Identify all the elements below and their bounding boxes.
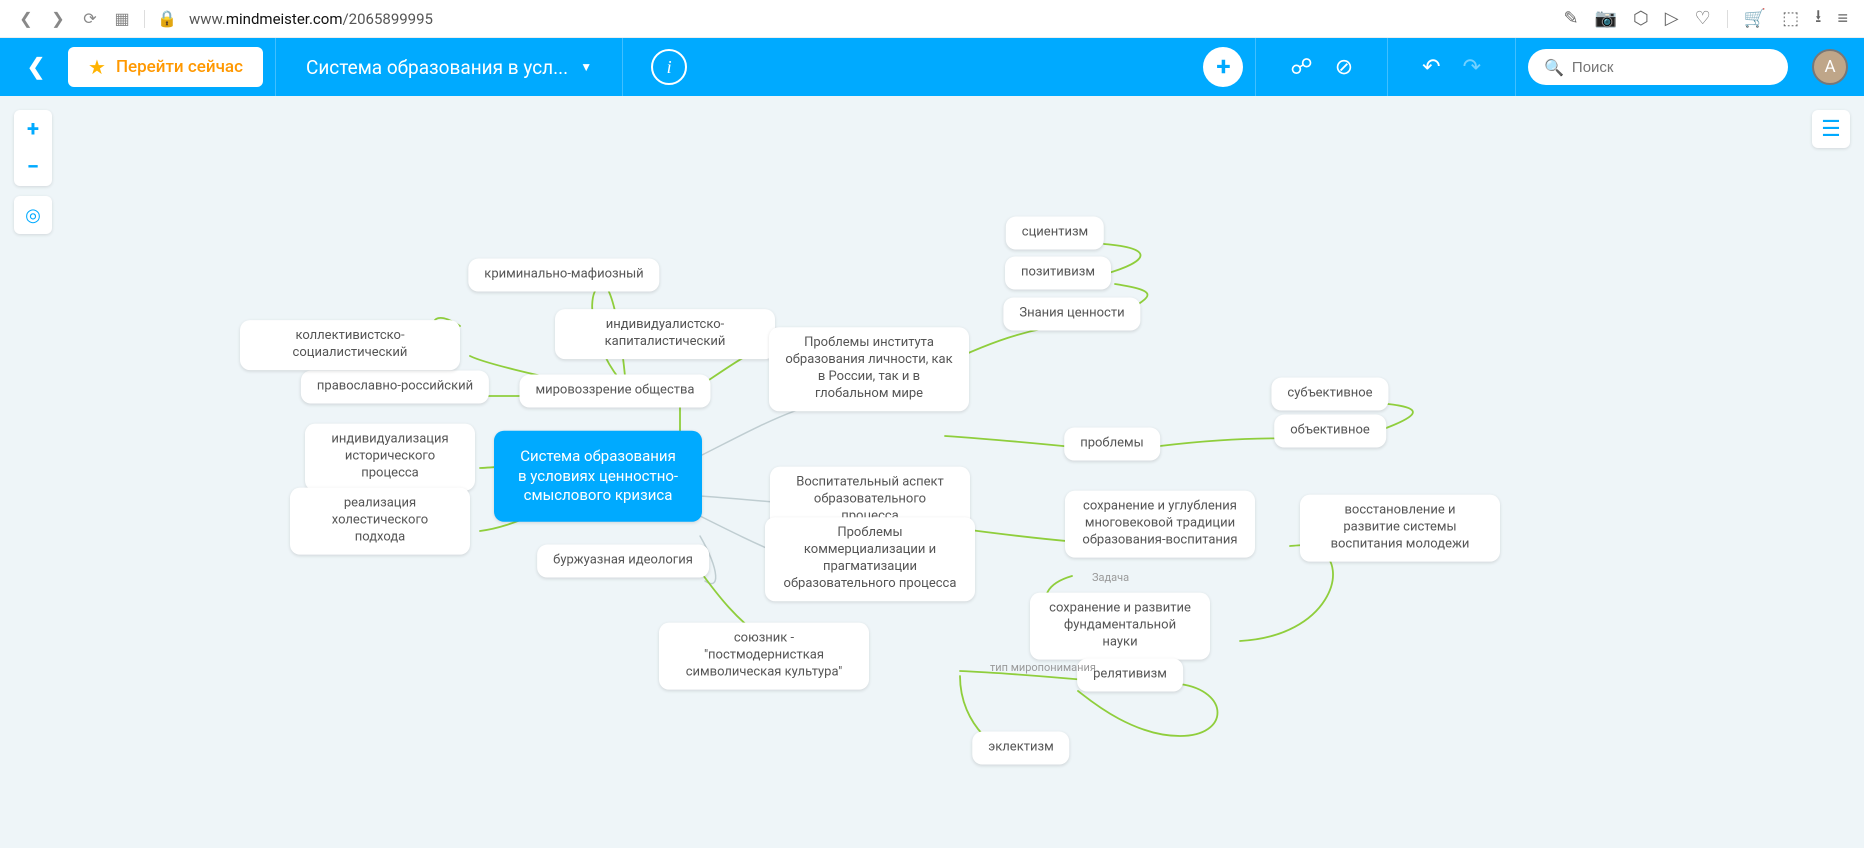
mindmap-node[interactable]: православно-российский (301, 371, 489, 404)
search-icon: 🔍 (1544, 58, 1564, 77)
link-icon[interactable]: ☍ (1290, 55, 1312, 80)
add-node-button[interactable]: + (1203, 47, 1243, 87)
settings-icon[interactable]: ≡ (1837, 8, 1848, 29)
mindmap-node[interactable]: восстановление и развитие системы воспит… (1300, 495, 1500, 562)
reload-icon[interactable]: ⟳ (80, 9, 100, 28)
cart-icon[interactable]: 🛒 (1744, 8, 1766, 29)
promo-label: Перейти сейчас (116, 57, 243, 77)
mindmap-node[interactable]: индивидуализация исторического процесса (305, 424, 475, 491)
mindmap-node[interactable]: позитивизм (1005, 257, 1111, 290)
divider (144, 10, 145, 28)
browser-bar: ❮ ❯ ⟳ ▦ 🔒 www.mindmeister.com/2065899995… (0, 0, 1864, 38)
info-button[interactable]: i (651, 49, 687, 85)
nav-forward-icon[interactable]: ❯ (48, 9, 68, 28)
document-title[interactable]: Система образования в усл... ▼ (288, 56, 610, 79)
heart-icon[interactable]: ♡ (1695, 8, 1711, 29)
mindmap-node[interactable]: коллективистско-социалистический (240, 320, 460, 370)
url-prefix: www. (189, 10, 226, 28)
mindmap-node[interactable]: криминально-мафиозный (468, 259, 659, 292)
nav-back-icon[interactable]: ❮ (16, 9, 36, 28)
edit-icon[interactable]: ✎ (1564, 8, 1579, 29)
avatar[interactable]: А (1812, 49, 1848, 85)
mindmap-node[interactable]: индивидуалистско-капиталистический (555, 309, 775, 359)
mindmap-node[interactable]: Проблемы коммерциализации и прагматизаци… (765, 517, 975, 601)
zoom-in-button[interactable]: + (14, 110, 52, 148)
search-box[interactable]: 🔍 (1528, 49, 1788, 85)
url-domain: mindmeister.com (226, 10, 343, 28)
mindmap-node[interactable]: реализация холестического подхода (290, 488, 470, 555)
mindmap-node[interactable]: Знания ценности (1003, 298, 1140, 331)
send-icon[interactable]: ▷ (1665, 8, 1679, 29)
mindmap-node[interactable]: сохранение и углубления многовековой тра… (1065, 491, 1255, 558)
star-icon: ★ (88, 55, 106, 79)
mindmap-node[interactable]: союзник - "постмодернисткая символическа… (659, 623, 869, 690)
search-input[interactable] (1572, 59, 1772, 76)
zoom-controls: + − ◎ (14, 110, 52, 234)
mindmap-node[interactable]: субъективное (1271, 378, 1388, 411)
panel-toggle-button[interactable]: ☰ (1812, 110, 1850, 148)
mindmap-node[interactable]: сохранение и развитие фундаментальной на… (1030, 593, 1210, 660)
promo-button[interactable]: ★ Перейти сейчас (68, 47, 263, 87)
tool-group-history: ↶ ↷ (1400, 55, 1503, 80)
divider (1727, 10, 1728, 28)
title-text: Система образования в усл... (306, 56, 568, 79)
block-icon[interactable]: ⊘ (1335, 55, 1353, 80)
app-back-button[interactable]: ❮ (16, 55, 56, 80)
mindmap-node[interactable]: проблемы (1064, 428, 1160, 461)
mindmap-node[interactable]: сциентизм (1006, 217, 1104, 250)
mindmap-node[interactable]: объективное (1274, 415, 1386, 448)
app-header: ❮ ★ Перейти сейчас Система образования в… (0, 38, 1864, 96)
edge-label: Задача (1092, 571, 1129, 584)
cube-icon[interactable]: ⬚ (1782, 8, 1799, 29)
chevron-down-icon[interactable]: ▼ (580, 60, 592, 74)
download-icon[interactable]: ⭳ (1815, 4, 1821, 34)
address-bar[interactable]: www.mindmeister.com/2065899995 (189, 10, 433, 28)
zoom-out-button[interactable]: − (14, 148, 52, 186)
tool-group-connections: ☍ ⊘ (1268, 55, 1375, 80)
apps-icon[interactable]: ▦ (112, 9, 132, 28)
mindmap-node[interactable]: Проблемы института образования личности,… (769, 327, 969, 411)
url-path: /2065899995 (342, 10, 433, 28)
shield-icon[interactable]: ⬡ (1633, 8, 1649, 29)
redo-icon[interactable]: ↷ (1463, 55, 1481, 80)
mindmap-canvas[interactable]: + − ◎ ☰ Система образования в условиях ц… (0, 96, 1864, 848)
undo-icon[interactable]: ↶ (1422, 55, 1440, 80)
browser-right-icons: ✎ 📷 ⬡ ▷ ♡ 🛒 ⬚ ⭳ ≡ (1564, 4, 1848, 34)
mindmap-node[interactable]: мировоззрение общества (519, 375, 710, 408)
mindmap-root-node[interactable]: Система образования в условиях ценностно… (494, 431, 702, 522)
locate-button[interactable]: ◎ (14, 196, 52, 234)
edge-label: тип миропонимания (990, 661, 1096, 674)
camera-icon[interactable]: 📷 (1595, 8, 1617, 29)
mindmap-node[interactable]: буржуазная идеология (537, 545, 709, 578)
mindmap-node[interactable]: эклектизм (972, 732, 1069, 765)
lock-icon: 🔒 (157, 9, 177, 28)
